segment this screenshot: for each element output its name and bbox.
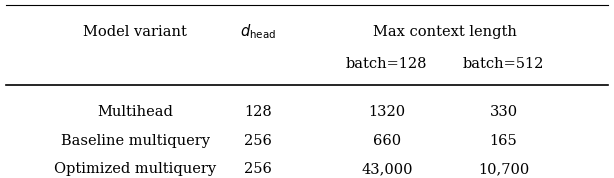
Text: Model variant: Model variant (83, 25, 187, 39)
Text: 128: 128 (244, 105, 272, 119)
Text: 1320: 1320 (368, 105, 405, 119)
Text: batch=512: batch=512 (463, 57, 544, 71)
Text: batch=128: batch=128 (346, 57, 427, 71)
Text: 330: 330 (489, 105, 518, 119)
Text: Max context length: Max context length (373, 25, 517, 39)
Text: Optimized multiquery: Optimized multiquery (54, 162, 216, 176)
Text: $d_{\mathrm{head}}$: $d_{\mathrm{head}}$ (240, 23, 276, 41)
Text: 256: 256 (244, 162, 272, 176)
Text: 660: 660 (373, 134, 401, 148)
Text: Baseline multiquery: Baseline multiquery (61, 134, 209, 148)
Text: 165: 165 (489, 134, 518, 148)
Text: Multihead: Multihead (97, 105, 173, 119)
Text: 10,700: 10,700 (478, 162, 529, 176)
Text: 43,000: 43,000 (361, 162, 413, 176)
Text: 256: 256 (244, 134, 272, 148)
